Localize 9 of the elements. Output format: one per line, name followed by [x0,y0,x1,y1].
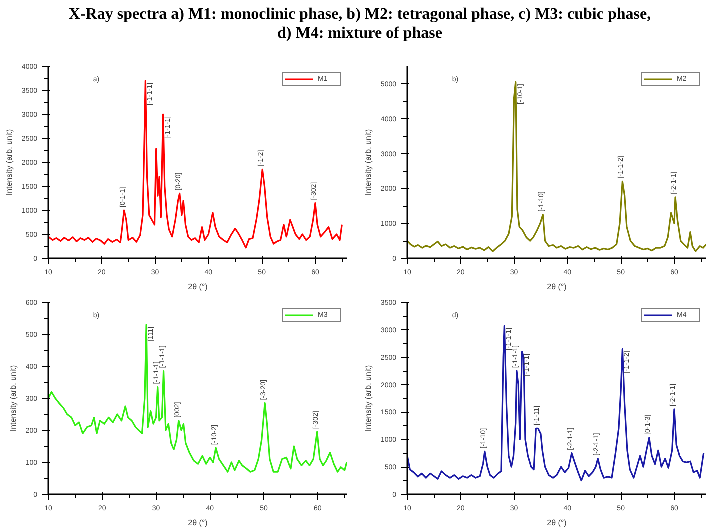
chart-title: X-Ray spectra a) M1: monoclinic phase, b) M2: tetragonal phase, c) M3: cubic phase, d) M4: mixture of phase [68,5,652,43]
x-axis-title: 2θ (°) [547,282,568,292]
y-axis-title: Intensity (arb. unit) [364,129,373,196]
y-axis-title: Intensity (arb. unit) [8,365,18,432]
y-axis-title: Intensity (arb. unit) [4,129,14,196]
x-axis-title: 2θ (°) [188,282,208,292]
y-axis-title: Intensity (arb. unit) [364,365,373,432]
x-axis-title: 2θ (°) [188,518,208,528]
x-axis-title: 2θ (°) [547,518,568,528]
